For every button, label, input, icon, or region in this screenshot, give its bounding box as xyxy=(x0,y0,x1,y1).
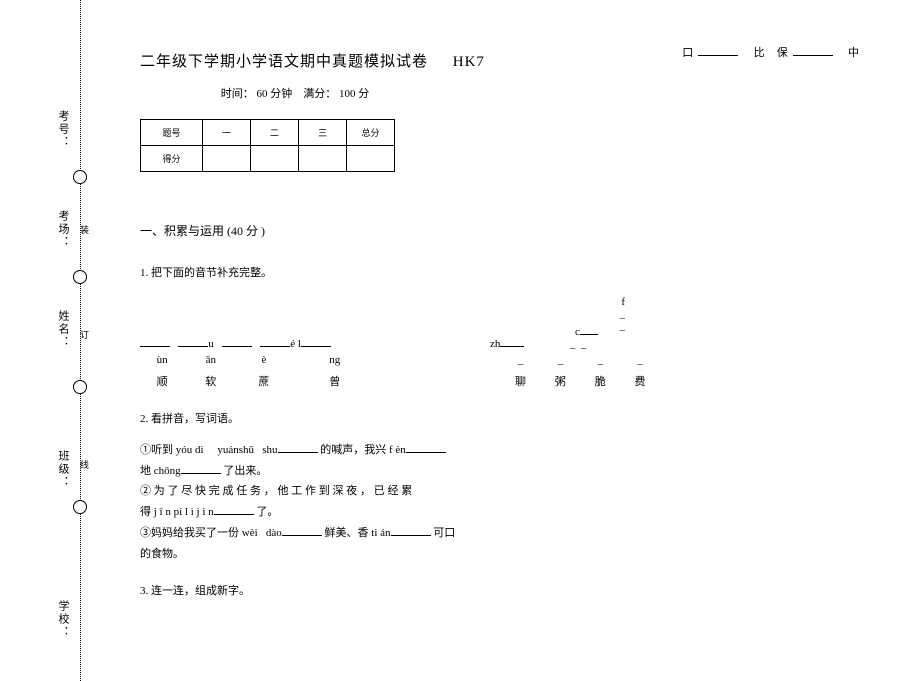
binding-margin: 考号： 考场： 姓名： 班级： 学校： 装 订 线 xyxy=(50,0,110,681)
cut-mark: 装 xyxy=(78,225,91,242)
pinyin-frag: è xyxy=(237,350,290,371)
blank[interactable] xyxy=(301,335,331,347)
hanzi: 脆 xyxy=(580,372,620,393)
pinyin-frag: _ xyxy=(540,350,580,371)
td-blank[interactable] xyxy=(251,146,299,172)
q2-frag: 地 chōng xyxy=(140,465,181,477)
label-class: 班级： xyxy=(55,450,71,489)
blank[interactable] xyxy=(181,462,221,474)
label-name: 姓名： xyxy=(55,310,71,349)
td-blank[interactable] xyxy=(347,146,395,172)
q2-frag: 了。 xyxy=(256,506,278,518)
blank[interactable] xyxy=(222,335,252,347)
q2-frag: dào xyxy=(266,527,282,539)
q-text: 把下面的音节补充完整。 xyxy=(151,267,272,279)
cut-mark: 订 xyxy=(78,330,91,347)
hanzi: 蔗 xyxy=(237,372,290,393)
th: 二 xyxy=(251,120,299,146)
pinyin-frag: _ xyxy=(620,350,660,371)
hanzi-row: 顺 软 蔗 曾 聊 粥 脆 费 xyxy=(140,372,860,393)
hanzi: 软 xyxy=(184,372,237,393)
blank[interactable] xyxy=(282,524,322,536)
th: 三 xyxy=(299,120,347,146)
hanzi: 费 xyxy=(620,372,660,393)
blank[interactable] xyxy=(500,335,524,347)
q-number: 3. xyxy=(140,585,148,597)
blank[interactable] xyxy=(178,335,208,347)
th: 一 xyxy=(203,120,251,146)
title-text: 二年级下学期小学语文期中真题模拟试卷 xyxy=(140,54,428,70)
exam-title: 二年级下学期小学语文期中真题模拟试卷 HK7 xyxy=(140,50,860,71)
hanzi: 粥 xyxy=(540,372,580,393)
q-text: 连一连，组成新字。 xyxy=(151,585,250,597)
q2-frag: 得 j ī n pí l ì j ì n xyxy=(140,506,214,518)
exam-subtitle: 时间： 60 分钟 满分： 100 分 xyxy=(140,85,450,101)
binding-circle xyxy=(73,500,87,514)
pinyin-finals: ùn ǎn è ng _ _ _ _ xyxy=(140,350,660,371)
pinyin-frag: ǎn xyxy=(184,350,237,371)
q2-frag: ①听到 yóu dì xyxy=(140,444,204,456)
hanzi: 聊 xyxy=(501,372,541,393)
td: 得分 xyxy=(141,146,203,172)
q2-frag: 可口 xyxy=(433,527,455,539)
pinyin-frag: ng xyxy=(290,350,379,371)
blank[interactable] xyxy=(214,503,254,515)
pinyin-frag: zh xyxy=(490,338,500,350)
label-school: 学校： xyxy=(55,600,71,639)
q2-frag: ③妈妈给我买了一份 wèi xyxy=(140,527,258,539)
blank[interactable] xyxy=(391,524,431,536)
time-label: 时间： xyxy=(221,88,254,100)
blank[interactable] xyxy=(278,441,318,453)
question-1: 1. 把下面的音节补充完整。 f _ _ u é l zh c _ _ xyxy=(140,263,860,393)
label-room: 考场： xyxy=(55,210,71,249)
td-blank[interactable] xyxy=(203,146,251,172)
blank[interactable] xyxy=(406,441,446,453)
table-row: 题号 一 二 三 总分 xyxy=(141,120,395,146)
binding-circle xyxy=(73,270,87,284)
q2-frag: 的食物。 xyxy=(140,548,184,560)
pinyin-frag: u xyxy=(208,338,214,350)
title-code: HK7 xyxy=(453,54,485,70)
blank[interactable] xyxy=(140,335,170,347)
td-blank[interactable] xyxy=(299,146,347,172)
pinyin-area: f _ _ u é l zh c _ _ ùn xyxy=(140,292,840,370)
main-content: 二年级下学期小学语文期中真题模拟试卷 HK7 时间： 60 分钟 满分： 100… xyxy=(140,50,860,618)
section-heading: 一、积累与运用 (40 分 ) xyxy=(140,222,860,239)
q-number: 2. xyxy=(140,413,148,425)
cut-mark: 线 xyxy=(78,460,91,477)
blank[interactable] xyxy=(260,335,290,347)
q2-frag: 的喊声，我兴 f èn xyxy=(320,444,406,456)
q2-frag: yuánshū xyxy=(217,444,254,456)
q2-frag: 鲜美、香 ti án xyxy=(325,527,391,539)
pinyin-frag: é l xyxy=(290,338,301,350)
q-text: 看拼音，写词语。 xyxy=(151,413,239,425)
question-3: 3. 连一连，组成新字。 xyxy=(140,581,860,602)
q2-frag: 了出来。 xyxy=(223,465,267,477)
pinyin-frag: _ xyxy=(580,350,620,371)
table-row: 得分 xyxy=(141,146,395,172)
hanzi: 顺 xyxy=(140,372,184,393)
question-2: 2. 看拼音，写词语。 ①听到 yóu dì yuánshū shu 的喊声，我… xyxy=(140,409,860,565)
score-value: 100 分 xyxy=(339,88,369,100)
q-number: 1. xyxy=(140,267,148,279)
hanzi: 曾 xyxy=(290,372,379,393)
pinyin-frag: _ xyxy=(501,350,541,371)
binding-circle xyxy=(73,380,87,394)
th: 题号 xyxy=(141,120,203,146)
th: 总分 xyxy=(347,120,395,146)
time-value: 60 分钟 xyxy=(257,88,293,100)
q2-frag: shu xyxy=(262,444,277,456)
score-table: 题号 一 二 三 总分 得分 xyxy=(140,119,395,172)
binding-circle xyxy=(73,170,87,184)
q2-frag: ② 为 了 尽 快 完 成 任 务 ， 他 工 作 到 深 夜 ， 已 经 累 xyxy=(140,485,412,497)
pinyin-frag: ùn xyxy=(140,350,184,371)
pinyin-frag: _ xyxy=(620,316,626,337)
label-examno: 考号： xyxy=(55,110,71,149)
score-label: 满分： xyxy=(303,88,336,100)
